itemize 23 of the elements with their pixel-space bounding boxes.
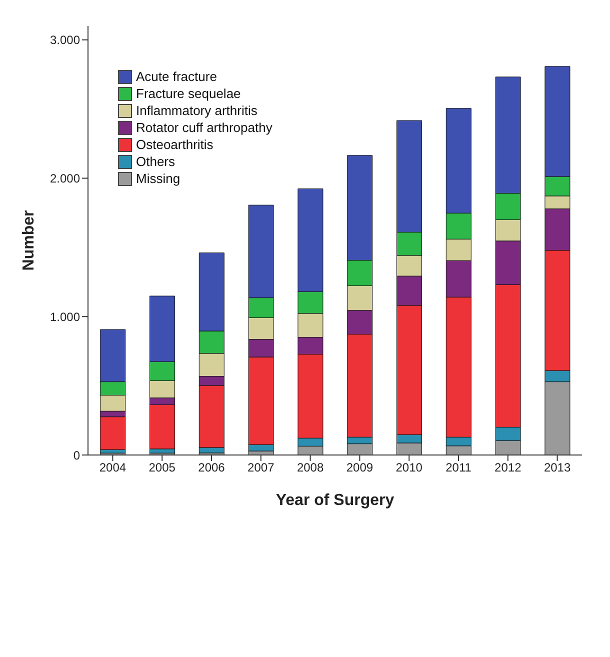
legend-label: Osteoarthritis <box>136 136 214 153</box>
y-tick-label: 1.000 <box>50 310 80 324</box>
legend-label: Others <box>136 153 176 170</box>
legend-label: Inflammatory arthritis <box>136 102 258 119</box>
y-tick-label: 2.000 <box>50 171 80 186</box>
x-tick-label: 2006 <box>198 460 226 475</box>
x-tick-label: 2008 <box>296 460 324 475</box>
x-tick-label: 2005 <box>148 460 176 475</box>
x-tick-label: 2013 <box>544 460 571 475</box>
y-axis-title: Number <box>20 210 38 271</box>
y-tick-label: 3.000 <box>50 33 80 48</box>
x-tick-label: 2009 <box>346 460 374 475</box>
y-tick-label: 0 <box>73 448 80 462</box>
x-tick-label: 2004 <box>99 460 126 475</box>
legend-label: Missing <box>136 170 180 187</box>
legend-label: Fracture sequelae <box>136 85 241 102</box>
x-tick-label: 2007 <box>248 460 275 475</box>
x-axis-title: Year of Surgery <box>276 492 394 509</box>
legend-label: Rotator cuff arthropathy <box>136 119 272 136</box>
legend-label: Acute fracture <box>136 68 217 85</box>
x-tick-label: 2012 <box>494 460 522 475</box>
x-tick-label: 2011 <box>446 460 472 475</box>
x-tick-label: 2010 <box>396 460 423 475</box>
